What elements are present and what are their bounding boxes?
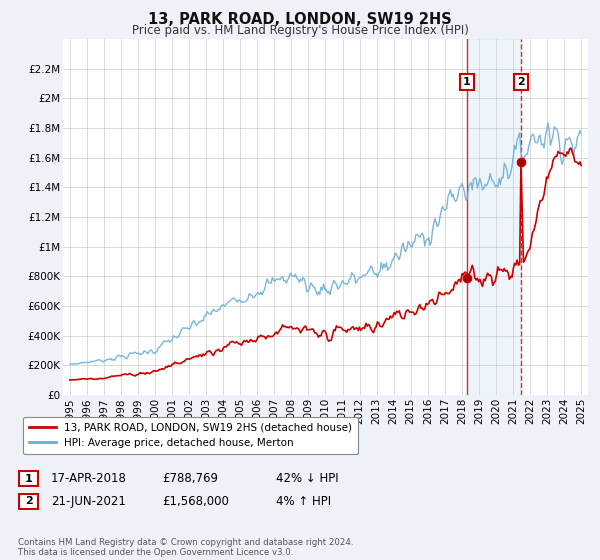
- Bar: [467, 39, 521, 395]
- Text: 1: 1: [25, 474, 32, 484]
- FancyBboxPatch shape: [19, 472, 38, 486]
- Legend: 13, PARK ROAD, LONDON, SW19 2HS (detached house), HPI: Average price, detached h: 13, PARK ROAD, LONDON, SW19 2HS (detache…: [23, 417, 358, 454]
- Text: 2: 2: [517, 77, 525, 87]
- Text: Contains HM Land Registry data © Crown copyright and database right 2024.
This d: Contains HM Land Registry data © Crown c…: [18, 538, 353, 557]
- Text: £1,568,000: £1,568,000: [162, 494, 229, 508]
- Text: £788,769: £788,769: [162, 472, 218, 486]
- Text: 2: 2: [25, 496, 32, 506]
- Text: 17-APR-2018: 17-APR-2018: [51, 472, 127, 486]
- Text: 1: 1: [463, 77, 470, 87]
- Text: 42% ↓ HPI: 42% ↓ HPI: [276, 472, 338, 486]
- Text: 13, PARK ROAD, LONDON, SW19 2HS: 13, PARK ROAD, LONDON, SW19 2HS: [148, 12, 452, 27]
- Text: Price paid vs. HM Land Registry's House Price Index (HPI): Price paid vs. HM Land Registry's House …: [131, 24, 469, 36]
- Text: 4% ↑ HPI: 4% ↑ HPI: [276, 494, 331, 508]
- Text: 21-JUN-2021: 21-JUN-2021: [51, 494, 126, 508]
- FancyBboxPatch shape: [19, 494, 38, 508]
